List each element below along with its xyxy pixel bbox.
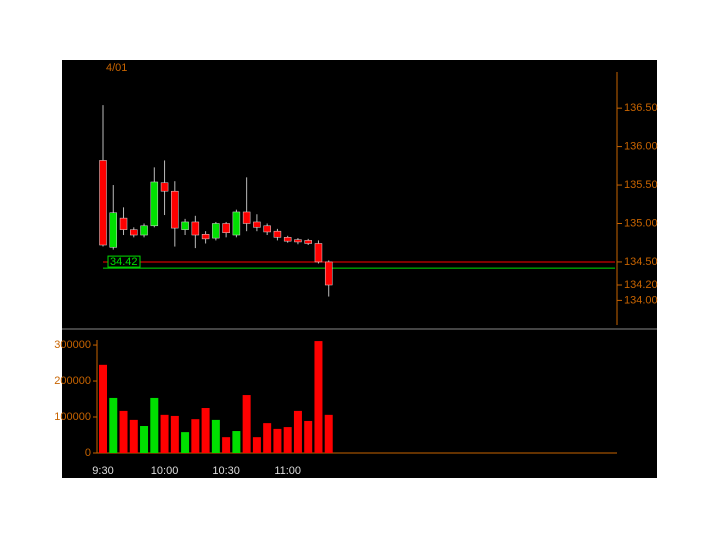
reference-label: 34.42 [110, 256, 138, 268]
candle-body [150, 181, 159, 227]
volume-bar [283, 427, 292, 453]
volume-bar [252, 437, 261, 453]
candle-body [253, 221, 261, 228]
volume-bar [263, 423, 272, 453]
candle-body [109, 212, 118, 248]
candle-body [273, 230, 282, 238]
y-tick-label: 134.50 [624, 256, 658, 268]
volume-bar [201, 408, 210, 453]
date-label: 4/01 [106, 62, 127, 74]
x-tick-label: 9:30 [92, 465, 113, 477]
volume-bar [191, 419, 200, 453]
y-tick-label: 136.00 [624, 140, 658, 152]
candle-body [119, 217, 128, 230]
volume-tick-label: 100000 [54, 411, 91, 423]
volume-bar [181, 432, 190, 453]
x-tick-label: 10:00 [151, 465, 179, 477]
volume-bar [304, 420, 313, 453]
y-tick-label: 135.50 [624, 179, 658, 191]
candle-body [130, 229, 138, 236]
x-tick-label: 10:30 [212, 465, 240, 477]
volume-bar [129, 419, 138, 453]
volume-bar [160, 414, 169, 453]
candle-body [212, 223, 220, 239]
candle-body [181, 221, 189, 230]
candle-body [283, 237, 292, 242]
y-tick-label: 135.00 [624, 217, 658, 229]
y-tick-label: 134.20 [624, 279, 658, 291]
candle-body [191, 221, 200, 236]
candle-body [160, 182, 169, 192]
y-tick-label: 134.00 [624, 294, 658, 306]
candle-body [140, 225, 148, 236]
volume-tick-label: 0 [85, 447, 91, 459]
volume-bar [99, 364, 107, 453]
volume-bar [293, 410, 302, 453]
volume-bar [273, 428, 282, 453]
candle-body [222, 223, 230, 233]
volume-bar [140, 426, 149, 453]
volume-bar [150, 397, 159, 453]
volume-bar [232, 431, 241, 453]
volume-bar [211, 419, 220, 453]
chart-background [62, 60, 657, 478]
volume-bar [170, 415, 179, 453]
candle-body [263, 225, 271, 233]
candle-body [242, 211, 251, 224]
volume-bar [314, 341, 323, 453]
volume-bar [222, 437, 231, 453]
candle-body [294, 239, 302, 243]
reference-label-box [107, 255, 141, 268]
volume-bar [109, 397, 118, 453]
volume-bar [119, 410, 128, 453]
candle-body [324, 261, 333, 286]
volume-tick-label: 300000 [54, 339, 91, 351]
x-tick-label: 11:00 [274, 465, 301, 477]
volume-tick-label: 200000 [54, 375, 91, 387]
candle-body [232, 211, 241, 236]
candle-body [99, 160, 107, 246]
candle-body [304, 240, 312, 244]
candle-body [171, 190, 179, 229]
volume-bar [324, 414, 333, 453]
volume-bar [242, 395, 251, 453]
candle-body [201, 234, 210, 240]
candle-body [314, 243, 323, 263]
y-tick-label: 136.50 [624, 102, 658, 114]
